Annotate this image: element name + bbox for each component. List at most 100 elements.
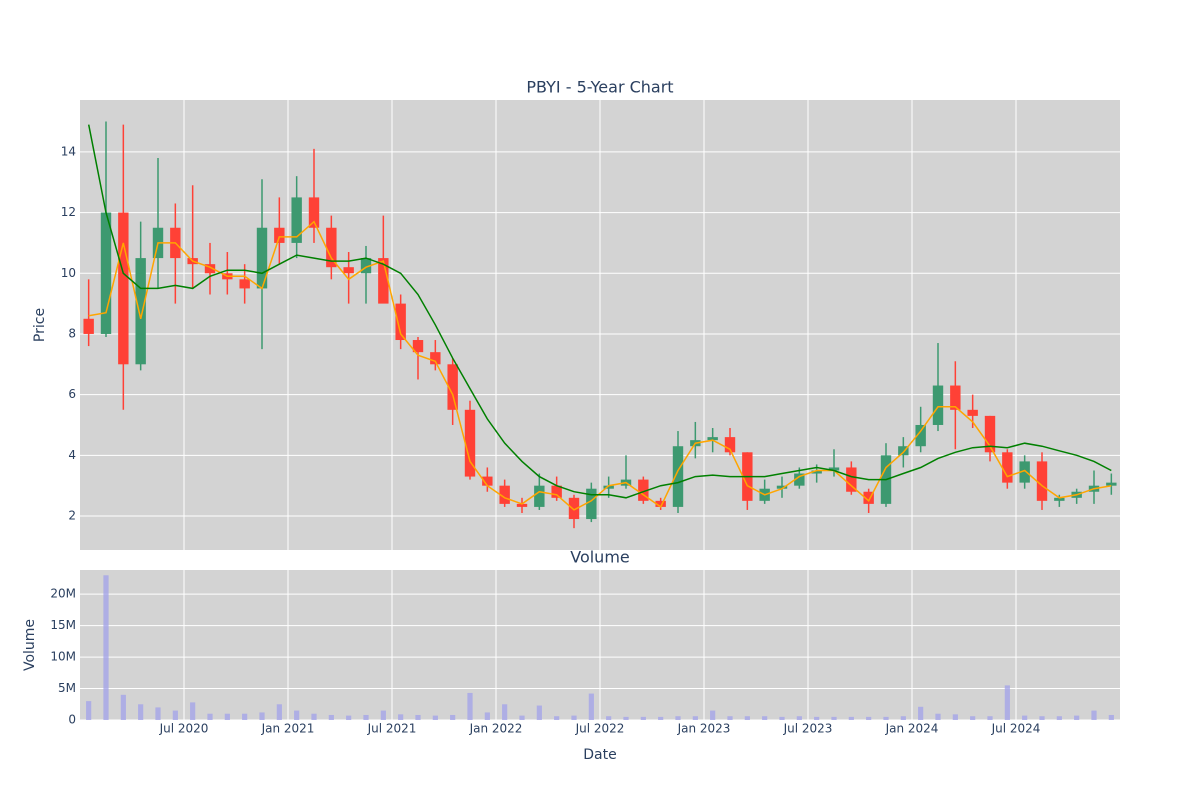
volume-bar xyxy=(1022,715,1028,720)
y-tick-label: 4 xyxy=(68,448,76,462)
candle-body xyxy=(534,485,545,507)
volume-bar xyxy=(484,712,490,720)
candle-body xyxy=(239,279,250,289)
volume-bar xyxy=(762,716,768,720)
volume-bar xyxy=(276,704,282,720)
x-tick-label: Jul 2024 xyxy=(991,722,1041,736)
volume-bar xyxy=(1004,685,1010,720)
volume-bar xyxy=(138,704,144,720)
volume-bar xyxy=(987,716,993,720)
candle-body xyxy=(672,446,684,507)
volume-bar xyxy=(311,713,317,720)
candle-body xyxy=(551,485,562,498)
candle-body xyxy=(638,479,649,501)
candle-body xyxy=(291,197,302,243)
candle-body xyxy=(499,485,510,504)
volume-title: Volume xyxy=(570,548,630,567)
x-tick-label: Jul 2020 xyxy=(159,722,209,736)
volume-bar xyxy=(727,716,733,720)
plot-area xyxy=(80,570,1120,721)
y-tick-label: 2 xyxy=(68,509,76,523)
volume-bar xyxy=(692,716,698,720)
candle-body xyxy=(1106,482,1117,486)
volume-bar xyxy=(588,693,594,720)
volume-bar xyxy=(346,715,352,720)
y-tick-label: 12 xyxy=(61,205,76,219)
volume-bar xyxy=(467,692,473,720)
candle-body xyxy=(776,485,788,489)
x-tick-label: Jul 2021 xyxy=(367,722,417,736)
volume-bar xyxy=(103,575,109,720)
volume-bar xyxy=(744,716,750,720)
volume-bar xyxy=(554,716,560,720)
candle-body xyxy=(932,385,944,425)
candle-body xyxy=(828,467,840,471)
volume-bar xyxy=(502,704,508,720)
volume-bar xyxy=(86,701,92,720)
volume-axis-label: Volume xyxy=(22,619,38,671)
candle-body xyxy=(360,258,372,274)
volume-bar xyxy=(259,712,265,720)
candle-body xyxy=(586,488,597,520)
plot-area xyxy=(80,100,1120,550)
candle-body xyxy=(135,258,146,365)
candle-body xyxy=(915,424,926,447)
volume-bar xyxy=(918,706,924,720)
volume-bar xyxy=(606,716,612,720)
candle-body xyxy=(118,212,129,365)
y-tick-label: 6 xyxy=(68,387,76,401)
candle-body xyxy=(343,267,354,274)
candle-body xyxy=(707,437,718,441)
volume-bar xyxy=(172,710,178,720)
candle-body xyxy=(83,318,94,334)
volume-bar xyxy=(294,710,300,720)
volume-bar xyxy=(1056,716,1062,720)
candle-body xyxy=(326,227,337,268)
candle-body xyxy=(898,446,909,456)
volume-bar xyxy=(155,707,161,720)
volume-bar xyxy=(779,716,785,720)
x-tick-label: Jan 2022 xyxy=(469,722,523,736)
candle-body xyxy=(1036,461,1048,501)
candle-body xyxy=(516,503,528,507)
moving-average-line xyxy=(87,124,1112,499)
candle-body xyxy=(1002,452,1013,483)
volume-bar xyxy=(710,710,716,720)
candle-body xyxy=(655,500,666,507)
x-tick-label: Jan 2024 xyxy=(885,722,939,736)
candle-body xyxy=(863,491,874,504)
volume-bar xyxy=(120,694,126,720)
y-tick-label: 5M xyxy=(58,681,76,695)
volume-bar xyxy=(242,713,248,720)
volume-bar xyxy=(432,715,438,720)
candle-body xyxy=(430,352,441,365)
volume-bar xyxy=(640,716,646,720)
candle-body xyxy=(412,340,424,353)
volume-bar xyxy=(328,714,334,720)
candle-body xyxy=(1054,497,1065,501)
candle-body xyxy=(464,409,476,477)
volume-bar xyxy=(398,714,404,720)
y-tick-label: 15M xyxy=(50,618,76,632)
x-tick-label: Jul 2023 xyxy=(783,722,833,736)
x-tick-label: Jul 2022 xyxy=(575,722,625,736)
volume-bar xyxy=(796,716,802,720)
candle-body xyxy=(846,467,857,492)
volume-bar xyxy=(1091,710,1097,720)
volume-bar xyxy=(848,716,854,720)
candle-body xyxy=(447,364,458,410)
x-axis-label: Date xyxy=(583,747,616,763)
volume-bar xyxy=(571,715,577,720)
candle-body xyxy=(984,415,996,453)
candle-body xyxy=(811,470,822,474)
candle-body xyxy=(274,227,285,243)
candle-body xyxy=(308,197,320,228)
candle-body xyxy=(378,258,389,304)
y-tick-label: 10M xyxy=(50,650,76,664)
y-tick-label: 10 xyxy=(61,266,76,280)
volume-bar xyxy=(536,705,542,720)
candle-body xyxy=(100,212,112,334)
volume-bar xyxy=(380,710,386,720)
volume-bar xyxy=(1039,716,1045,720)
